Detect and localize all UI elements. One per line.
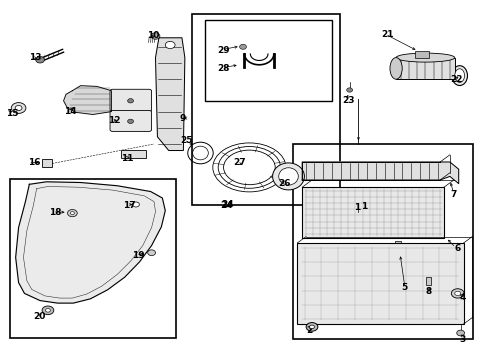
Text: 22: 22 bbox=[449, 75, 462, 84]
Bar bbox=[192, 14, 339, 205]
Circle shape bbox=[132, 202, 139, 207]
Ellipse shape bbox=[278, 168, 298, 185]
Ellipse shape bbox=[454, 69, 464, 82]
Bar bbox=[121, 150, 145, 158]
Text: 23: 23 bbox=[342, 96, 354, 105]
Ellipse shape bbox=[389, 58, 401, 79]
Bar bbox=[426, 277, 430, 285]
Polygon shape bbox=[63, 86, 111, 114]
Text: 18: 18 bbox=[49, 208, 61, 217]
Text: 24: 24 bbox=[220, 201, 232, 210]
Circle shape bbox=[239, 44, 246, 49]
Text: 16: 16 bbox=[28, 158, 41, 167]
Circle shape bbox=[15, 105, 22, 111]
Bar bbox=[297, 243, 463, 324]
Circle shape bbox=[151, 33, 160, 39]
Text: 26: 26 bbox=[277, 179, 290, 188]
Bar bbox=[10, 179, 176, 338]
Circle shape bbox=[42, 306, 54, 315]
Bar bbox=[293, 144, 472, 339]
Text: 28: 28 bbox=[217, 64, 230, 73]
Text: 21: 21 bbox=[381, 30, 393, 39]
Circle shape bbox=[305, 323, 317, 331]
Circle shape bbox=[67, 210, 77, 217]
Bar bbox=[41, 159, 52, 167]
Bar bbox=[205, 20, 331, 101]
Circle shape bbox=[70, 212, 74, 215]
Text: 9: 9 bbox=[180, 114, 186, 123]
Circle shape bbox=[165, 41, 175, 49]
Circle shape bbox=[309, 325, 314, 329]
Ellipse shape bbox=[272, 163, 304, 190]
Text: 19: 19 bbox=[132, 251, 144, 260]
Text: 1: 1 bbox=[354, 202, 360, 211]
Text: 27: 27 bbox=[233, 158, 246, 167]
Text: 11: 11 bbox=[121, 154, 134, 163]
Polygon shape bbox=[155, 38, 184, 150]
Text: 14: 14 bbox=[63, 107, 76, 116]
Bar bbox=[414, 51, 428, 58]
Text: 6: 6 bbox=[454, 244, 460, 253]
Circle shape bbox=[11, 103, 26, 113]
Circle shape bbox=[127, 119, 133, 123]
Text: 13: 13 bbox=[29, 53, 42, 62]
Text: 7: 7 bbox=[449, 190, 455, 199]
FancyBboxPatch shape bbox=[110, 89, 151, 112]
Circle shape bbox=[346, 88, 352, 92]
Polygon shape bbox=[302, 162, 458, 184]
Text: 17: 17 bbox=[123, 201, 136, 210]
Ellipse shape bbox=[395, 53, 454, 62]
Text: 3: 3 bbox=[459, 335, 465, 343]
Circle shape bbox=[127, 99, 133, 103]
Text: 12: 12 bbox=[107, 116, 120, 125]
Text: 15: 15 bbox=[6, 109, 19, 118]
Text: 5: 5 bbox=[400, 284, 407, 292]
Text: 29: 29 bbox=[217, 46, 230, 55]
Ellipse shape bbox=[451, 66, 467, 85]
Bar bbox=[395, 58, 454, 79]
Circle shape bbox=[450, 289, 463, 298]
Text: 10: 10 bbox=[146, 31, 159, 40]
Circle shape bbox=[45, 309, 50, 312]
Circle shape bbox=[36, 57, 44, 63]
Text: 20: 20 bbox=[33, 312, 45, 321]
Text: 8: 8 bbox=[425, 287, 431, 296]
Bar bbox=[394, 241, 400, 253]
Polygon shape bbox=[16, 182, 165, 303]
Bar bbox=[302, 187, 443, 238]
FancyBboxPatch shape bbox=[110, 111, 151, 131]
Text: 2: 2 bbox=[306, 326, 312, 335]
Circle shape bbox=[456, 330, 464, 336]
Text: 24: 24 bbox=[221, 200, 233, 209]
Text: 25: 25 bbox=[180, 136, 192, 145]
Text: 4: 4 bbox=[459, 292, 465, 302]
Text: 1: 1 bbox=[360, 202, 366, 211]
Circle shape bbox=[147, 250, 155, 256]
Circle shape bbox=[454, 291, 460, 296]
